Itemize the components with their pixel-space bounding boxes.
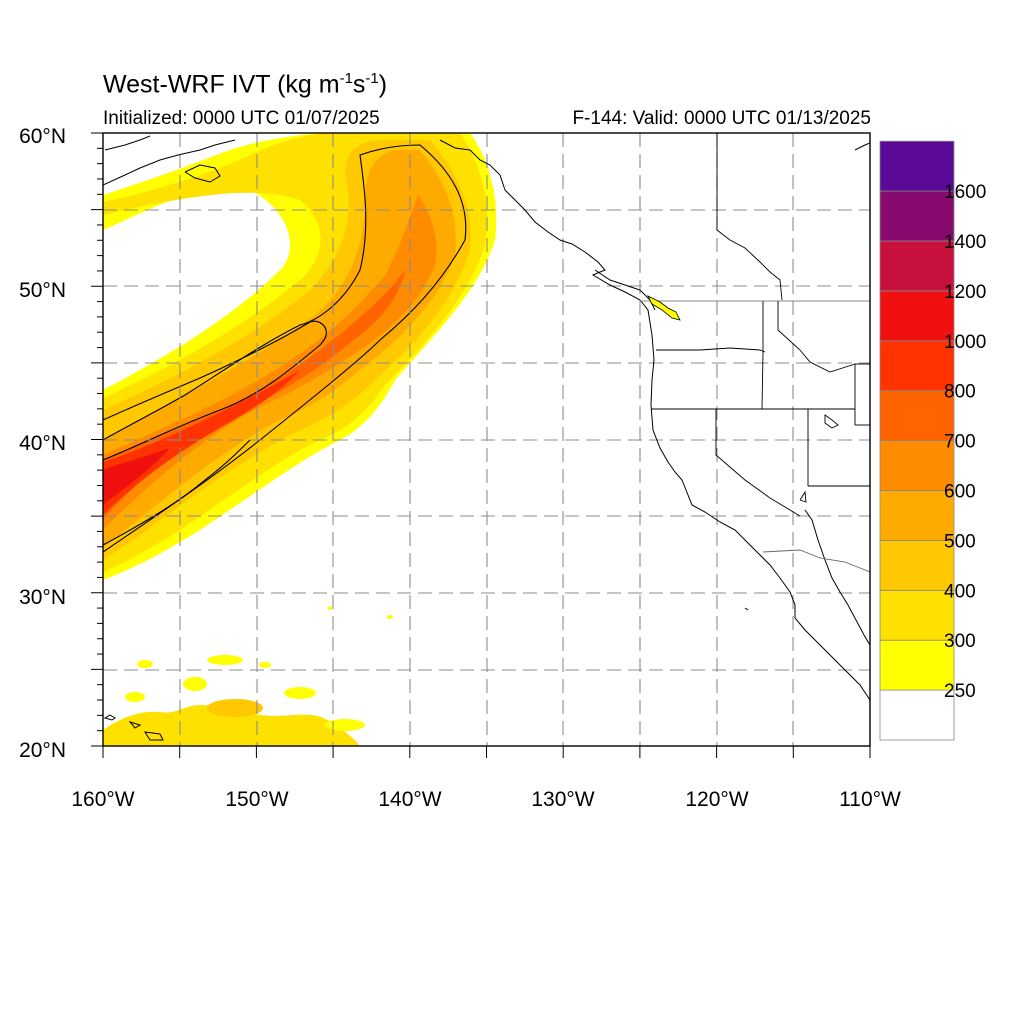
lon-label-120w: 120°W xyxy=(685,788,748,811)
colorbar-box xyxy=(879,190,955,242)
colorbar-label: 300 xyxy=(944,631,976,652)
colorbar-box xyxy=(879,340,955,392)
colorbar-box xyxy=(879,240,955,292)
colorbar-box xyxy=(879,540,955,591)
colorbar-box xyxy=(879,589,955,641)
colorbar-label: 1000 xyxy=(944,332,986,353)
lon-label-140w: 140°W xyxy=(378,788,441,811)
lon-label-110w: 110°W xyxy=(839,788,901,811)
ivt-contour-line-outer xyxy=(103,144,467,553)
lon-label-160w: 160°W xyxy=(71,788,134,811)
colorbar: 250 300 400 500 600 700 800 1000 1200 1400 1600 xyxy=(879,140,986,741)
colorbar-box xyxy=(879,440,955,491)
colorbar-boxes xyxy=(879,140,955,741)
lat-label-30: 30°N xyxy=(19,586,66,609)
title-exp-1: -1 xyxy=(339,70,353,87)
valid-time-label: F-144: Valid: 0000 UTC 01/13/2025 xyxy=(572,108,871,129)
lat-label-50: 50°N xyxy=(19,279,66,302)
colorbar-box xyxy=(879,490,955,541)
colorbar-label: 1400 xyxy=(944,232,986,253)
initialized-label: Initialized: 0000 UTC 01/07/2025 xyxy=(103,108,380,129)
title-close: ) xyxy=(378,70,388,99)
puget-sound-ivt xyxy=(647,295,681,321)
lon-label-130w: 130°W xyxy=(531,788,594,811)
lat-label-20: 20°N xyxy=(19,739,66,762)
title-main: West-WRF IVT (kg m xyxy=(103,70,340,99)
lat-label-40: 40°N xyxy=(19,432,66,455)
ivt-contour-line-inner xyxy=(103,320,327,461)
colorbar-box xyxy=(879,390,955,442)
colorbar-label: 250 xyxy=(944,681,976,702)
colorbar-label: 400 xyxy=(944,581,976,602)
colorbar-label: 600 xyxy=(944,482,976,503)
colorbar-box xyxy=(879,140,955,192)
ivt-contour-1000 xyxy=(103,448,170,505)
ivt-patches-south xyxy=(103,606,393,746)
colorbar-box xyxy=(879,689,955,741)
colorbar-box xyxy=(879,639,955,691)
coastlines xyxy=(103,135,870,741)
colorbar-box xyxy=(879,290,955,342)
ivt-contour-800 xyxy=(103,370,300,515)
gridlines xyxy=(103,133,870,746)
title-mid: s xyxy=(352,70,366,99)
colorbar-label: 800 xyxy=(944,382,976,403)
colorbar-label: 1600 xyxy=(944,182,986,203)
colorbar-label: 500 xyxy=(944,531,976,552)
lat-label-60: 60°N xyxy=(19,125,66,148)
lon-label-150w: 150°W xyxy=(225,788,288,811)
borders xyxy=(640,133,870,573)
colorbar-label: 1200 xyxy=(944,282,986,303)
ivt-contour-line-core xyxy=(103,439,251,546)
page-title: West-WRF IVT (kg m-1s-1) xyxy=(103,70,387,99)
tick-marks xyxy=(91,132,871,758)
ivt-contour-700 xyxy=(103,270,405,520)
ivt-shading xyxy=(103,133,870,746)
title-exp-2: -1 xyxy=(365,70,379,87)
colorbar-label: 700 xyxy=(944,432,976,453)
